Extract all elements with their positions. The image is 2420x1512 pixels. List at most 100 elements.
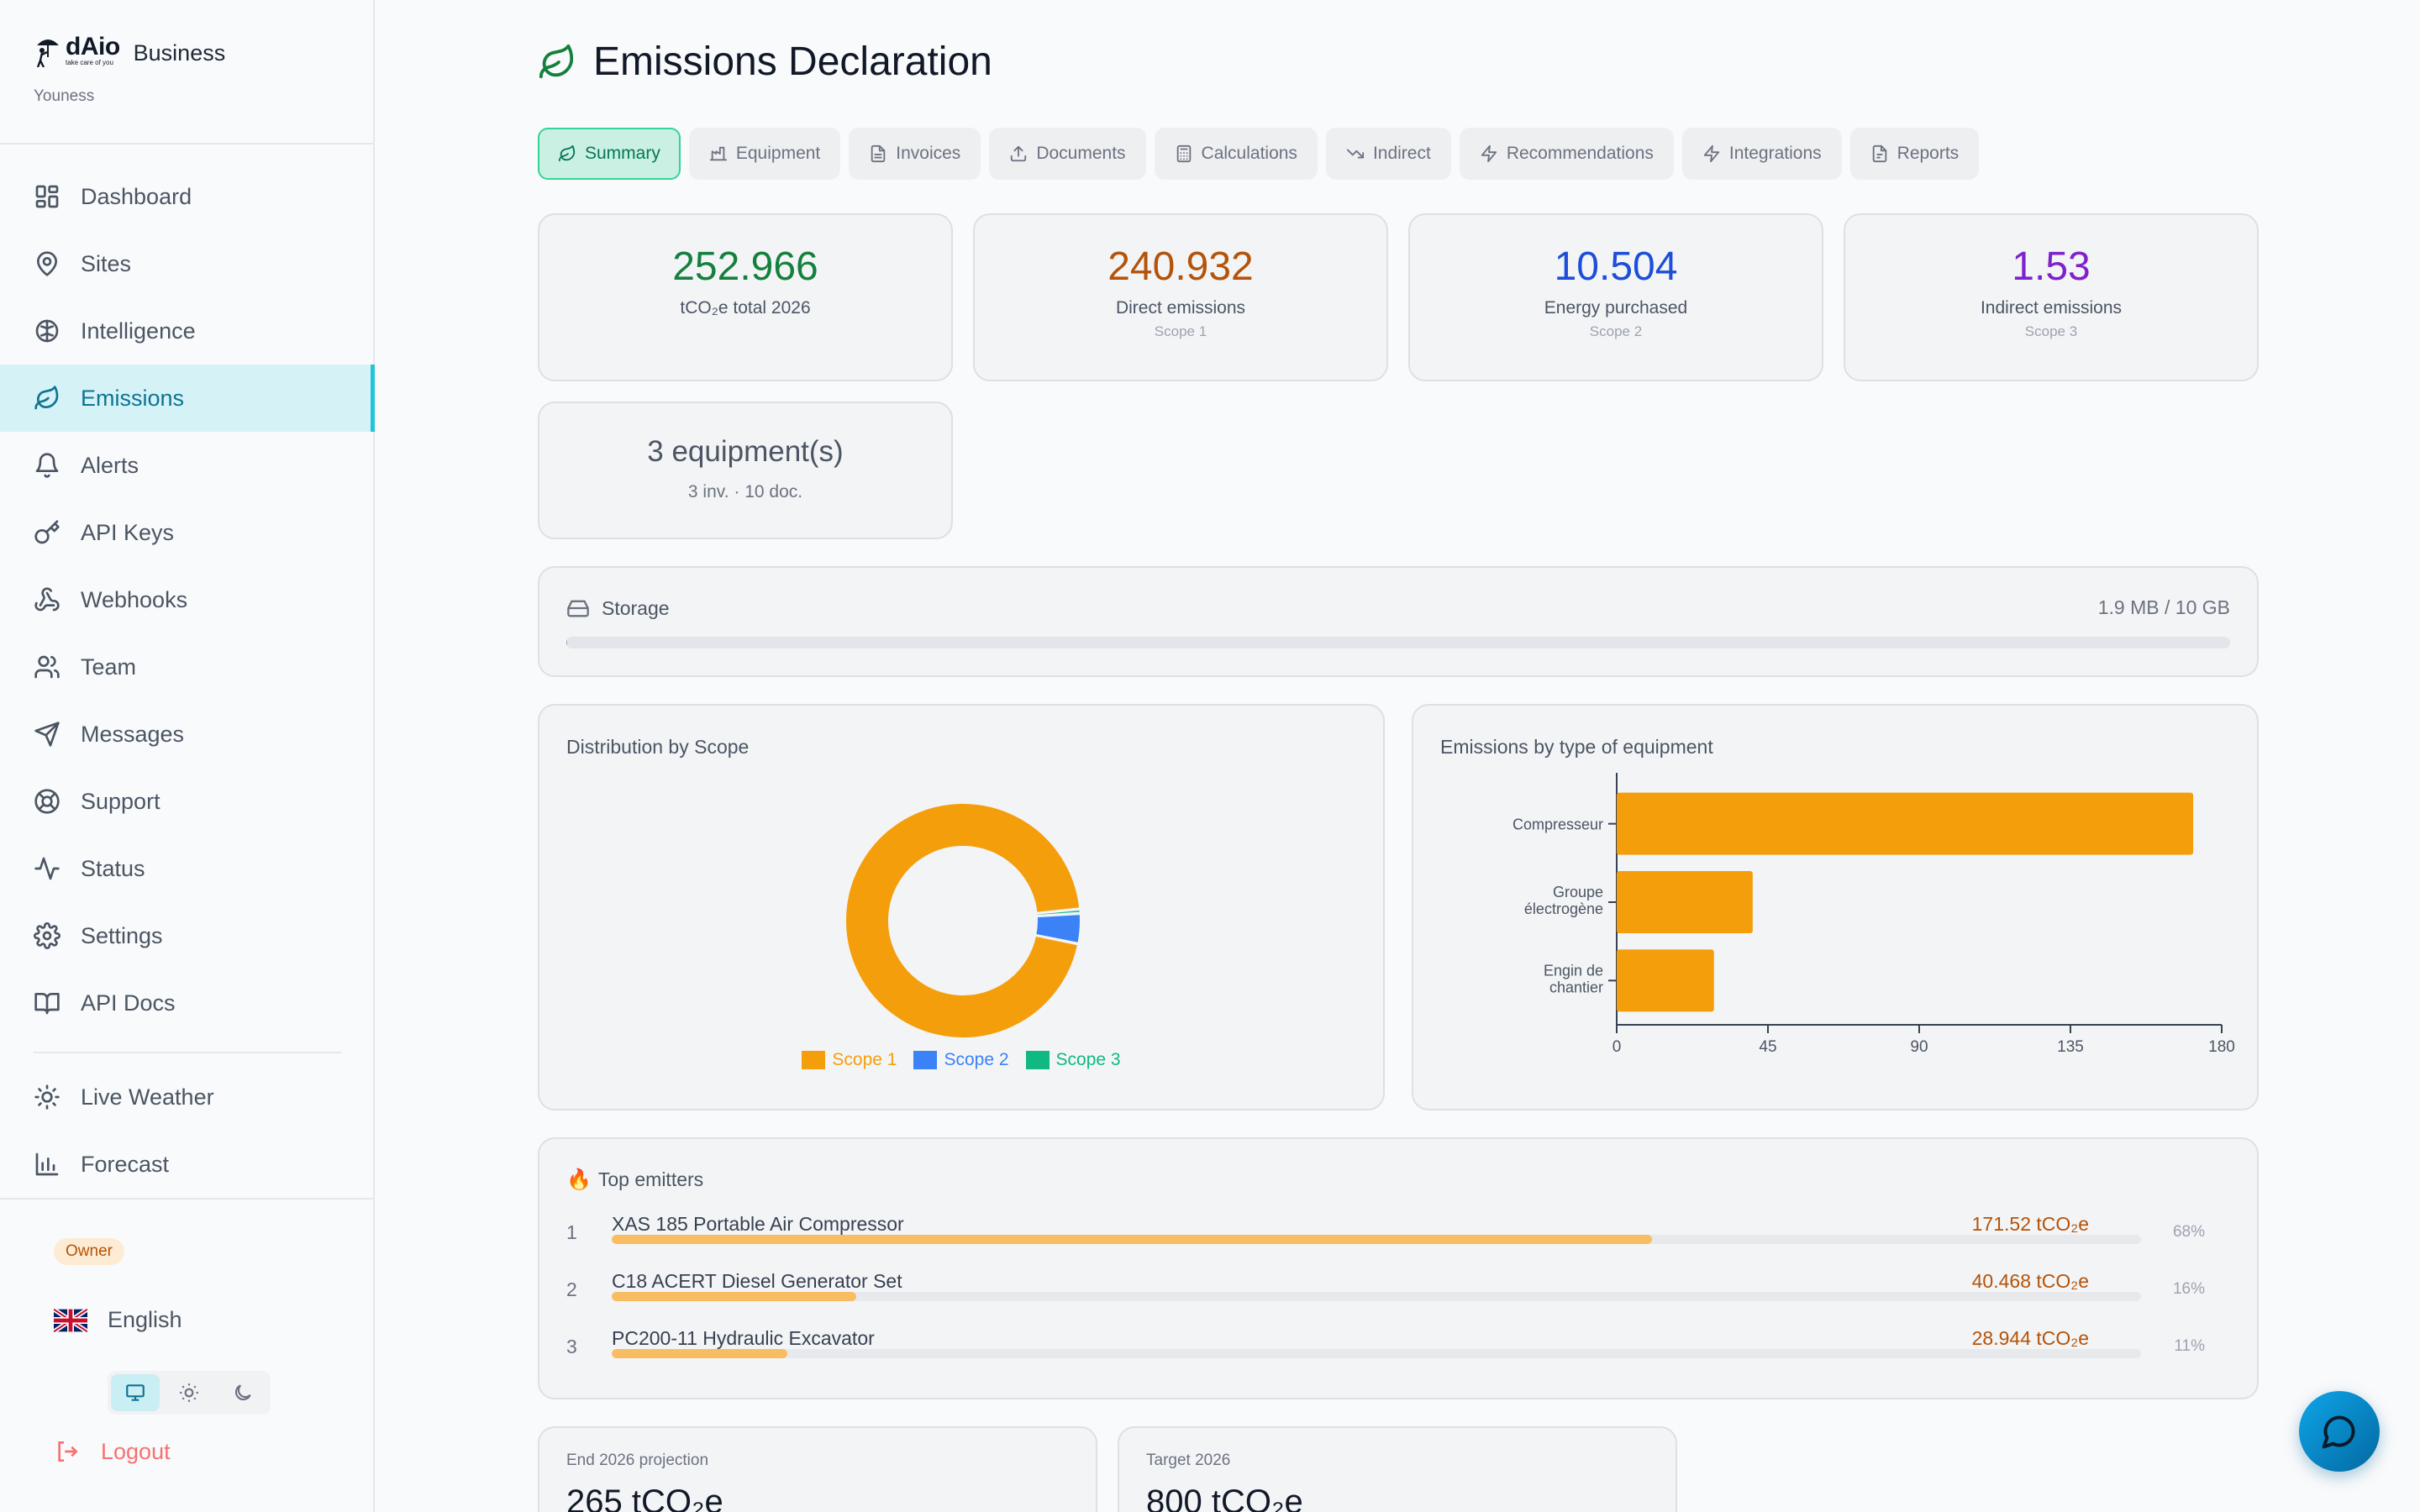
x-tick-label: 0 xyxy=(1612,1038,1622,1056)
sidebar-item-messages[interactable]: Messages xyxy=(0,701,375,768)
leaf-icon xyxy=(34,386,59,410)
sidebar-item-webhooks[interactable]: Webhooks xyxy=(0,566,375,633)
emitter-bar xyxy=(612,1292,2141,1301)
sidebar-item-sites[interactable]: Sites xyxy=(0,230,375,297)
webhook-icon xyxy=(34,587,60,612)
moon-icon xyxy=(234,1384,251,1401)
tab-calculations[interactable]: Calculations xyxy=(1154,128,1318,180)
equipment-count-card: 3 equipment(s) 3 inv. · 10 doc. xyxy=(538,402,953,539)
top-emitters-card: 🔥 Top emitters 1 XAS 185 Portable Air Com… xyxy=(538,1137,2259,1399)
tab-documents[interactable]: Documents xyxy=(989,128,1146,180)
x-tick-label: 135 xyxy=(2057,1038,2084,1056)
sun-icon xyxy=(180,1383,198,1402)
sidebar-item-status[interactable]: Status xyxy=(0,835,375,902)
legend-swatch xyxy=(802,1051,826,1069)
top-emitter-row[interactable]: 1 XAS 185 Portable Air Compressor 171.52 t… xyxy=(566,1213,2205,1270)
sidebar-item-label: Intelligence xyxy=(81,318,196,344)
factory-icon xyxy=(709,146,727,161)
sidebar-item-api-keys[interactable]: API Keys xyxy=(0,499,375,566)
bar-compresseur[interactable] xyxy=(1617,792,2194,855)
sidebar-item-settings[interactable]: Settings xyxy=(0,902,375,969)
tab-recommendations[interactable]: Recommendations xyxy=(1459,128,1674,180)
tab-reports[interactable]: Reports xyxy=(1849,128,1980,180)
sidebar-item-label: API Docs xyxy=(81,990,176,1016)
sidebar-item-api-docs[interactable]: API Docs xyxy=(0,969,375,1037)
chat-button[interactable] xyxy=(2299,1391,2380,1472)
sidebar-item-team[interactable]: Team xyxy=(0,633,375,701)
storage-value: 1.9 MB / 10 GB xyxy=(2097,596,2230,618)
logout-icon xyxy=(58,1441,78,1462)
sidebar-item-label: Emissions xyxy=(81,385,185,411)
sidebar-item-dashboard[interactable]: Dashboard xyxy=(0,163,375,230)
scope-chart-title: Distribution by Scope xyxy=(566,736,750,758)
file-icon xyxy=(871,144,886,163)
pie-slice-scope-3[interactable] xyxy=(1035,908,1081,917)
sidebar-item-intelligence[interactable]: Intelligence xyxy=(0,297,375,365)
tab-label: Integrations xyxy=(1728,144,1822,163)
language-label: English xyxy=(108,1307,182,1332)
language-selector[interactable]: English xyxy=(54,1307,182,1333)
tab-label: Calculations xyxy=(1201,144,1297,163)
sidebar-item-live-weather[interactable]: Live Weather xyxy=(0,1063,375,1131)
emitter-bar-fill xyxy=(612,1349,788,1358)
x-tick-label: 90 xyxy=(1910,1038,1928,1056)
tab-summary[interactable]: Summary xyxy=(538,128,681,180)
fire-icon: 🔥 xyxy=(566,1168,592,1191)
legend-item-scope-3[interactable]: Scope 3 xyxy=(1025,1050,1121,1070)
bell-icon xyxy=(35,453,59,478)
top-emitter-row[interactable]: 2 C18 ACERT Diesel Generator Set 40.468 tC… xyxy=(566,1270,2205,1327)
theme-light-button[interactable] xyxy=(165,1374,213,1411)
sidebar-footer-divider xyxy=(0,1198,375,1200)
stat-card: 1.53 Indirect emissions Scope 3 xyxy=(1844,213,2259,381)
tab-integrations[interactable]: Integrations xyxy=(1681,128,1842,180)
pie-slice-scope-1[interactable] xyxy=(844,802,1081,1039)
top-emitters-title: Top emitters xyxy=(597,1168,704,1190)
sidebar-item-emissions[interactable]: Emissions xyxy=(0,365,375,432)
scope-legend: Scope 1 Scope 2 Scope 3 xyxy=(539,1050,1383,1070)
target-value: 800 tCO₂e xyxy=(1146,1483,1303,1512)
bar-groupe-lectrog-ne[interactable] xyxy=(1617,871,1753,933)
target-card: Target 2026 800 tCO₂e xyxy=(1118,1426,1677,1512)
send-icon xyxy=(34,722,60,747)
legend-item-scope-1[interactable]: Scope 1 xyxy=(802,1050,897,1070)
brand[interactable]: dAio take care of you Business xyxy=(34,34,225,67)
sidebar-item-alerts[interactable]: Alerts xyxy=(0,432,375,499)
theme-switcher xyxy=(108,1371,271,1415)
tab-label: Documents xyxy=(1036,144,1126,163)
logout-label: Logout xyxy=(101,1438,171,1464)
bar-engin-de-chantier[interactable] xyxy=(1617,949,1714,1012)
sidebar-item-label: Status xyxy=(81,855,145,881)
legend-swatch xyxy=(913,1051,938,1069)
equipment-chart-title: Emissions by type of equipment xyxy=(1440,736,1713,758)
equipment-chart-card: Emissions by type of equipment Compresse… xyxy=(1412,704,2259,1110)
stat-label: tCO₂e total 2026 xyxy=(680,298,811,318)
legend-item-scope-2[interactable]: Scope 2 xyxy=(913,1050,1009,1070)
tab-equipment[interactable]: Equipment xyxy=(688,128,841,180)
stat-label: Energy purchased xyxy=(1544,298,1688,318)
logout-button[interactable]: Logout xyxy=(54,1438,171,1465)
emitter-bar-fill xyxy=(612,1292,857,1301)
equipment-bar-chart: Compresseur Groupe électrogène Engin de chan… xyxy=(1512,773,2235,1056)
emitter-rank: 3 xyxy=(566,1336,577,1357)
pie-slice-scope-2[interactable] xyxy=(1034,913,1081,945)
tab-indirect[interactable]: Indirect xyxy=(1325,128,1451,180)
stat-label: Direct emissions xyxy=(1115,298,1246,318)
stat-value: 10.504 xyxy=(1554,244,1678,289)
top-emitter-row[interactable]: 3 PC200-11 Hydraulic Excavator 28.944 tCO₂… xyxy=(566,1327,2205,1384)
user-name: Youness xyxy=(34,87,95,105)
map-pin-icon xyxy=(37,251,57,276)
users-icon xyxy=(34,655,60,679)
theme-dark-button[interactable] xyxy=(218,1374,267,1411)
theme-system-button[interactable] xyxy=(111,1374,160,1411)
top-emitters-header: 🔥 Top emitters xyxy=(566,1168,703,1192)
stat-scope: Scope 1 xyxy=(1154,323,1207,339)
report-icon xyxy=(1872,144,1886,163)
sidebar-item-support[interactable]: Support xyxy=(0,768,375,835)
y-tick-label: Engin de chantier xyxy=(1544,962,1603,995)
sidebar-item-forecast[interactable]: Forecast xyxy=(0,1131,375,1198)
stat-value: 1.53 xyxy=(2012,244,2091,289)
bolt-icon xyxy=(1703,144,1720,163)
role-badge: Owner xyxy=(54,1238,124,1265)
equipment-count-sub: 3 inv. · 10 doc. xyxy=(687,482,803,501)
tab-invoices[interactable]: Invoices xyxy=(849,128,981,180)
